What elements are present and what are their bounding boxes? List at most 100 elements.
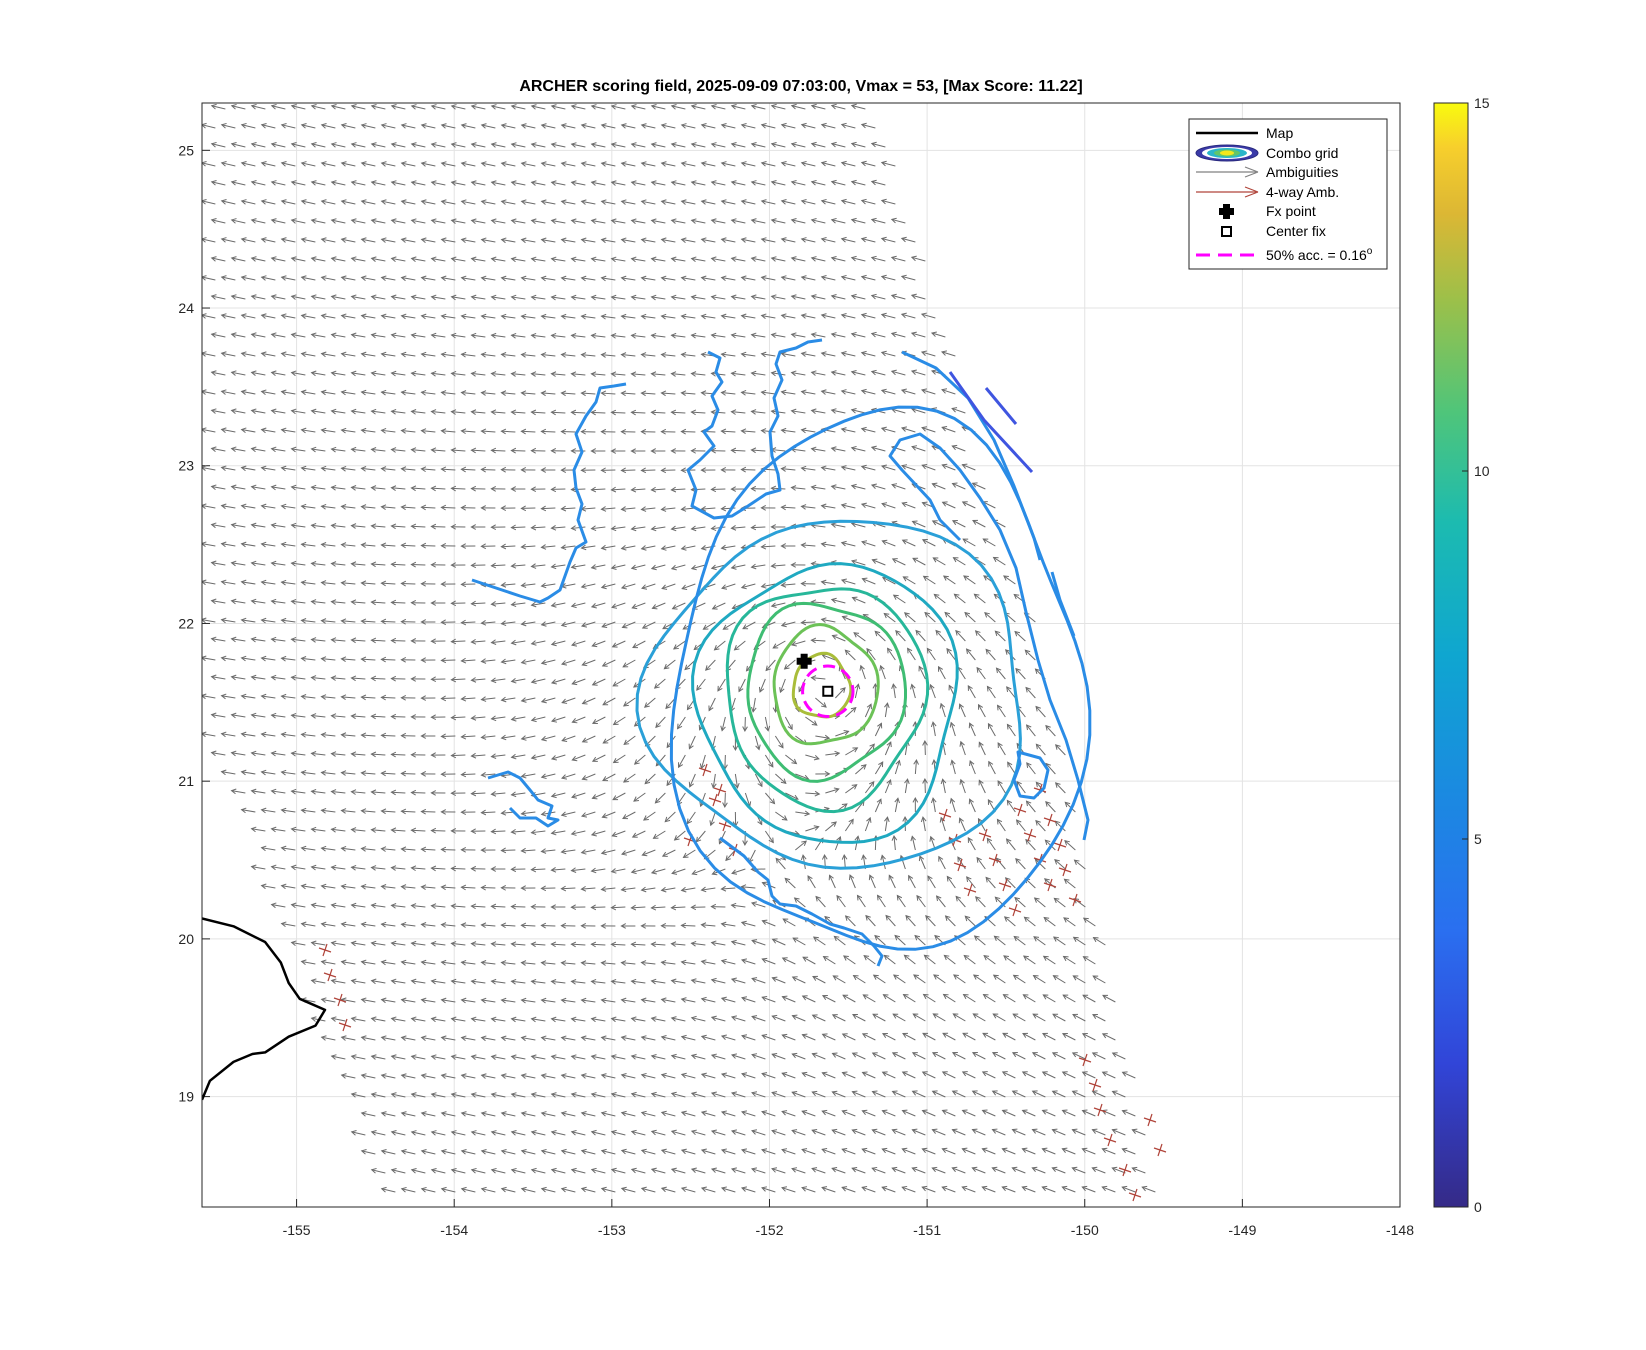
ambiguity-arrow-head [550, 640, 557, 647]
ambiguity-arrow [461, 315, 476, 319]
ambiguity-arrow [601, 315, 616, 319]
ambiguity-arrow [982, 501, 996, 509]
ambiguity-arrow [501, 315, 516, 319]
ambiguity-arrow-head [520, 659, 527, 665]
ambiguity-arrow [632, 602, 646, 609]
ambiguity-arrow-head [310, 788, 317, 795]
ambiguity-arrow [311, 448, 326, 452]
ambiguity-arrow-head [680, 352, 687, 358]
ambiguity-arrow-head [560, 544, 567, 551]
ambiguity-arrow [581, 392, 596, 395]
ambiguity-arrow [759, 678, 766, 693]
ambiguity-arrow [815, 697, 827, 708]
ambiguity-arrow-head [410, 599, 417, 606]
ambiguity-arrow-head [310, 103, 317, 110]
ambiguity-arrow [241, 467, 256, 471]
ambiguity-arrow-head [1045, 800, 1051, 807]
ambiguity-arrow-head [430, 142, 437, 148]
ambiguity-arrow [611, 411, 626, 414]
ambiguity-arrow [825, 821, 837, 832]
ambiguity-arrow-head [570, 218, 577, 225]
ambiguity-arrow [891, 294, 906, 300]
ambiguity-arrow [311, 752, 326, 756]
ambiguity-arrow-head [977, 817, 983, 824]
ambiguity-arrow-head [480, 620, 487, 626]
ambiguity-arrow [701, 124, 716, 129]
colorbar-tick-label: 10 [1474, 463, 1490, 479]
ambiguity-arrow [391, 487, 406, 490]
ambiguity-arrow [541, 621, 556, 626]
ambiguity-arrow-head [360, 618, 367, 625]
ambiguity-arrow [391, 791, 406, 794]
ambiguity-arrow [261, 276, 276, 281]
ambiguity-arrow-head [610, 564, 617, 570]
legend-center-fix-label: Center fix [1266, 223, 1326, 239]
ambiguity-arrow-head [500, 466, 507, 473]
ambiguity-arrow-head [260, 617, 267, 624]
ambiguity-arrow-head [390, 142, 397, 148]
ambiguity-arrow [231, 409, 246, 414]
ambiguity-arrow [741, 315, 756, 319]
ambiguity-arrow [851, 485, 866, 490]
ambiguity-arrow [671, 411, 686, 414]
ambiguity-arrow-head [891, 483, 898, 489]
ambiguity-arrow-head [280, 731, 287, 738]
ambiguity-arrow [661, 315, 676, 319]
ambiguity-arrow-head [800, 313, 807, 319]
ambiguity-arrow-head [890, 369, 897, 376]
ambiguity-arrow [641, 545, 656, 550]
ambiguity-arrow [281, 314, 296, 319]
ambiguity-arrow [602, 621, 616, 628]
ambiguity-arrow-head [410, 827, 417, 834]
ambiguity-arrow [531, 716, 546, 721]
ambiguity-arrow [471, 143, 486, 148]
ambiguity-arrow-head [450, 676, 457, 683]
ambiguity-arrow [841, 466, 856, 471]
ambiguity-arrow [351, 219, 366, 224]
ambiguity-arrow [451, 449, 466, 452]
colorbar-tick-label: 5 [1474, 831, 1482, 847]
ambiguity-arrow-head [738, 686, 744, 693]
ambiguity-arrow-head [571, 718, 578, 724]
ambiguity-arrow [751, 143, 766, 148]
ambiguity-arrow-head [380, 732, 387, 739]
ambiguity-arrow [281, 162, 296, 167]
ambiguity-arrow-head [430, 294, 437, 301]
ambiguity-arrow [521, 162, 536, 167]
ambiguity-arrow-head [330, 484, 337, 491]
ambiguity-arrow-head [810, 332, 817, 338]
ambiguity-arrow [861, 200, 876, 205]
ambiguity-arrow-head [250, 674, 257, 681]
ambiguity-arrow [351, 715, 366, 718]
ambiguity-arrow-head [470, 677, 477, 683]
ambiguity-arrow [963, 575, 976, 585]
ambiguity-arrow-head [781, 815, 788, 821]
ambiguity-arrow-head [750, 370, 757, 377]
ambiguity-arrow-head [520, 847, 527, 854]
ambiguity-arrow-head [270, 142, 277, 148]
ambiguity-arrow [572, 716, 586, 723]
ambiguity-arrow-head [800, 389, 807, 396]
ambiguity-arrow-head [500, 734, 507, 741]
ambiguity-arrow [261, 200, 276, 205]
ambiguity-arrow-head [280, 693, 287, 700]
ambiguity-arrow-head [430, 370, 437, 377]
ambiguity-arrow [211, 638, 226, 642]
ambiguity-arrow [561, 162, 576, 167]
ambiguity-arrow [341, 809, 356, 813]
ambiguity-arrow [531, 754, 546, 759]
ambiguity-arrow [682, 583, 696, 590]
ambiguity-arrow [311, 600, 326, 604]
ambiguity-arrow [461, 162, 476, 167]
ambiguity-arrow [321, 200, 336, 205]
ambiguity-arrow [591, 488, 606, 491]
ambiguity-arrow-head [940, 778, 947, 785]
ambiguity-arrow-head [480, 658, 487, 664]
ambiguity-arrow-head [480, 161, 487, 167]
ambiguity-arrow-head [894, 797, 900, 804]
ambiguity-arrow [361, 734, 376, 737]
ambiguity-arrow-head [700, 161, 707, 167]
ambiguity-arrow-head [670, 409, 677, 416]
ambiguity-arrow [841, 124, 856, 129]
ambiguity-arrow-head [920, 350, 927, 356]
